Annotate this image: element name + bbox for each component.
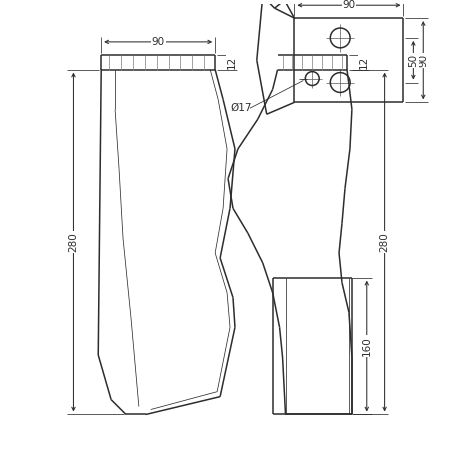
Text: 12: 12 bbox=[227, 55, 237, 69]
Text: 160: 160 bbox=[362, 336, 372, 356]
Text: 280: 280 bbox=[380, 232, 390, 252]
Text: 50: 50 bbox=[408, 54, 418, 67]
Text: 280: 280 bbox=[69, 232, 78, 252]
Text: 90: 90 bbox=[151, 37, 165, 47]
Text: 12: 12 bbox=[359, 55, 369, 69]
Text: 90: 90 bbox=[418, 54, 428, 67]
Text: 90: 90 bbox=[343, 0, 356, 10]
Text: Ø17: Ø17 bbox=[230, 103, 252, 113]
